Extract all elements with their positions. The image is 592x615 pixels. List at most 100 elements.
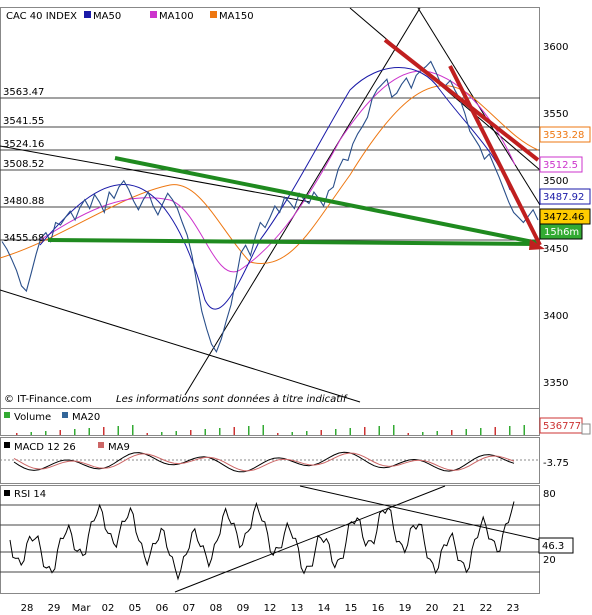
ma150-line bbox=[0, 85, 539, 264]
volume-bar bbox=[393, 425, 395, 435]
volume-bar bbox=[45, 431, 47, 435]
x-label: 07 bbox=[183, 603, 196, 614]
last-price: 3472.46 bbox=[543, 212, 584, 223]
last-time: 15h6m bbox=[544, 227, 579, 238]
x-label: 22 bbox=[480, 603, 493, 614]
ma100-value: 3512.5 bbox=[543, 160, 578, 171]
volume-bar bbox=[74, 429, 76, 435]
y-tick: 3500 bbox=[543, 176, 568, 187]
volume-bar bbox=[88, 428, 90, 435]
volume-bar bbox=[117, 426, 119, 435]
volume-panel-frame bbox=[0, 408, 540, 436]
x-label: 29 bbox=[48, 603, 61, 614]
macd-signal-line bbox=[13, 452, 515, 472]
legend-macd: MACD 12 26 bbox=[14, 442, 76, 453]
volume-bar bbox=[480, 428, 482, 435]
x-label: 09 bbox=[237, 603, 250, 614]
volume-last-value: 536777 bbox=[543, 421, 581, 432]
ma50-value: 3487.92 bbox=[543, 192, 584, 203]
x-label: 20 bbox=[426, 603, 439, 614]
x-label: 02 bbox=[102, 603, 115, 614]
x-label: 12 bbox=[264, 603, 277, 614]
volume-bar bbox=[320, 430, 322, 435]
volume-bar bbox=[233, 427, 235, 435]
volume-bar bbox=[204, 429, 206, 435]
volume-bar bbox=[349, 428, 351, 435]
volume-bar bbox=[436, 431, 438, 435]
arrow-head bbox=[529, 239, 545, 250]
legend-rsi: RSI 14 bbox=[14, 489, 46, 500]
ma150-value: 3533.28 bbox=[543, 130, 584, 141]
level-label: 3563.47 bbox=[3, 87, 44, 98]
rsi-panel-frame bbox=[0, 485, 540, 594]
green-trendline-down bbox=[114, 156, 539, 245]
volume-bar bbox=[146, 433, 148, 435]
x-label: Mar bbox=[72, 603, 92, 614]
main-title: CAC 40 INDEX bbox=[6, 11, 77, 22]
volume-bar bbox=[161, 432, 163, 435]
volume-bar bbox=[407, 433, 409, 435]
x-label: 14 bbox=[318, 603, 331, 614]
level-label: 3541.55 bbox=[3, 116, 44, 127]
x-label: 08 bbox=[210, 603, 223, 614]
volume-bar bbox=[277, 433, 279, 435]
volume-bar bbox=[132, 425, 134, 435]
copyright: © IT-Finance.com bbox=[4, 394, 92, 405]
macd-last-value: -3.75 bbox=[543, 458, 569, 469]
volume-bar bbox=[248, 426, 250, 435]
y-tick: 3400 bbox=[543, 311, 568, 322]
y-tick: 3550 bbox=[543, 109, 568, 120]
x-label: 16 bbox=[372, 603, 385, 614]
volume-bar bbox=[190, 430, 192, 435]
legend-volume: Volume bbox=[14, 412, 51, 423]
price-line bbox=[1, 60, 539, 354]
volume-bar bbox=[103, 427, 105, 435]
level-label: 3455.68 bbox=[3, 233, 44, 244]
volume-bar bbox=[306, 431, 308, 435]
ma100-line bbox=[39, 70, 516, 273]
y-tick: 3600 bbox=[543, 42, 568, 53]
x-label: 19 bbox=[399, 603, 412, 614]
volume-bar bbox=[378, 426, 380, 435]
y-tick: 3450 bbox=[543, 244, 568, 255]
volume-bar bbox=[509, 426, 511, 435]
rsi-tick-80: 80 bbox=[543, 489, 556, 500]
x-label: 21 bbox=[453, 603, 466, 614]
volume-bar bbox=[465, 429, 467, 435]
volume-bar bbox=[494, 427, 496, 435]
volume-bar bbox=[335, 429, 337, 435]
level-label: 3480.88 bbox=[3, 196, 44, 207]
volume-bar bbox=[219, 428, 221, 435]
x-label: 28 bbox=[21, 603, 34, 614]
volume-bars bbox=[16, 425, 525, 435]
x-label: 13 bbox=[291, 603, 304, 614]
volume-bar bbox=[422, 432, 424, 435]
rsi-tick-20: 20 bbox=[543, 555, 556, 566]
red-trendline-2 bbox=[448, 65, 542, 246]
y-tick: 3350 bbox=[543, 378, 568, 389]
volume-bar bbox=[16, 433, 18, 435]
volume-bar bbox=[451, 430, 453, 435]
green-support-horizontal bbox=[47, 238, 539, 246]
red-trendline-1 bbox=[383, 38, 540, 162]
volume-bar bbox=[59, 430, 61, 435]
rsi-last-value: 46.3 bbox=[542, 541, 564, 552]
legend-macd-ma9: MA9 bbox=[108, 442, 130, 453]
rsi-line bbox=[9, 501, 515, 581]
x-axis-labels: 28 29 Mar 02 05 06 07 08 09 12 13 14 15 16 19 20 21 22 23 bbox=[21, 603, 520, 614]
legend-volume-ma20: MA20 bbox=[72, 412, 100, 423]
x-label: 23 bbox=[507, 603, 520, 614]
volume-bar bbox=[262, 425, 264, 435]
x-label: 15 bbox=[345, 603, 358, 614]
legend-ma100: MA100 bbox=[159, 11, 194, 22]
x-label: 06 bbox=[156, 603, 169, 614]
volume-bar bbox=[30, 432, 32, 435]
main-panel-frame bbox=[0, 7, 540, 409]
volume-bar bbox=[175, 431, 177, 435]
volume-bar bbox=[364, 427, 366, 435]
volume-bar bbox=[523, 425, 525, 435]
macd-line bbox=[13, 451, 515, 473]
level-label: 3508.52 bbox=[3, 159, 44, 170]
x-label: 05 bbox=[129, 603, 142, 614]
